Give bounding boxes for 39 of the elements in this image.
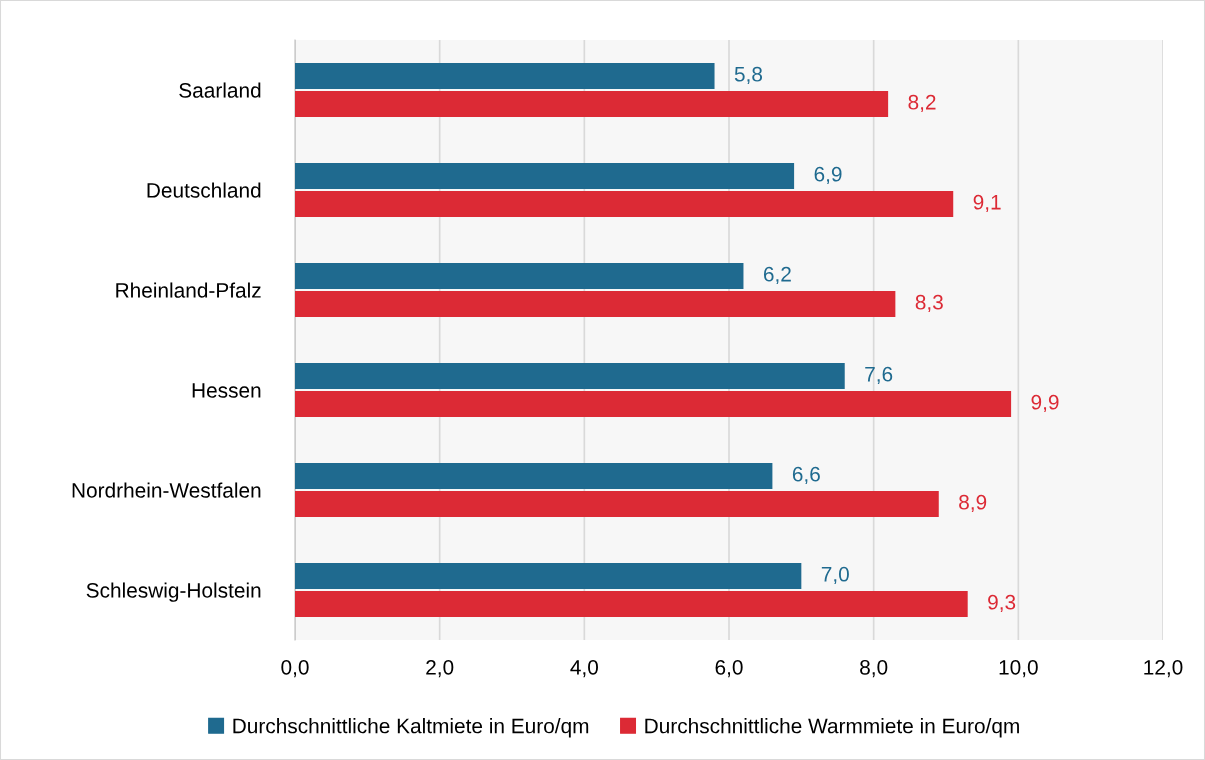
bar: [295, 91, 889, 117]
data-label: 8,3: [915, 294, 943, 313]
legend-label: Durchschnittliche Kaltmiete in Euro/qm: [233, 718, 589, 738]
bar: [295, 591, 968, 617]
bar: [295, 163, 795, 189]
data-label: 6,6: [792, 466, 820, 485]
data-label: 9,3: [988, 594, 1016, 613]
data-label: 9,1: [973, 194, 1001, 213]
bar: [295, 263, 744, 289]
x-tick-label: 4,0: [570, 659, 598, 678]
x-tick-label: 8,0: [860, 659, 888, 678]
y-tick-label: Rheinland-Pfalz: [116, 282, 261, 298]
bar: [295, 363, 845, 389]
bar: [295, 291, 896, 317]
y-tick-label: Deutschland: [147, 182, 261, 198]
data-label: 6,9: [814, 166, 842, 185]
bar: [295, 491, 939, 517]
y-tick-label: Hessen: [192, 383, 261, 398]
data-label: 9,9: [1031, 394, 1059, 413]
y-tick-label: Schleswig-Holstein: [86, 582, 261, 602]
data-label: 8,2: [908, 94, 936, 113]
y-tick-label: Saarland: [179, 82, 261, 98]
x-tick-label: 6,0: [715, 659, 743, 678]
y-tick-label: Nordrhein-Westfalen: [72, 482, 261, 498]
bar: [295, 391, 1012, 417]
data-label: 7,6: [865, 366, 893, 385]
bar: [295, 63, 715, 89]
x-tick-label: 0,0: [281, 659, 309, 678]
data-label: 6,2: [763, 266, 791, 285]
data-label: 7,0: [821, 566, 849, 585]
x-tick-label: 12,0: [1144, 659, 1183, 678]
x-tick-label: 2,0: [426, 659, 454, 678]
bar: [295, 563, 802, 589]
bar: [295, 463, 773, 489]
data-label: 8,9: [959, 494, 987, 513]
bar: [295, 191, 954, 217]
x-tick-label: 10,0: [999, 659, 1038, 678]
legend-label: Durchschnittliche Warmmiete in Euro/qm: [645, 718, 1019, 738]
data-label: 5,8: [734, 66, 763, 85]
